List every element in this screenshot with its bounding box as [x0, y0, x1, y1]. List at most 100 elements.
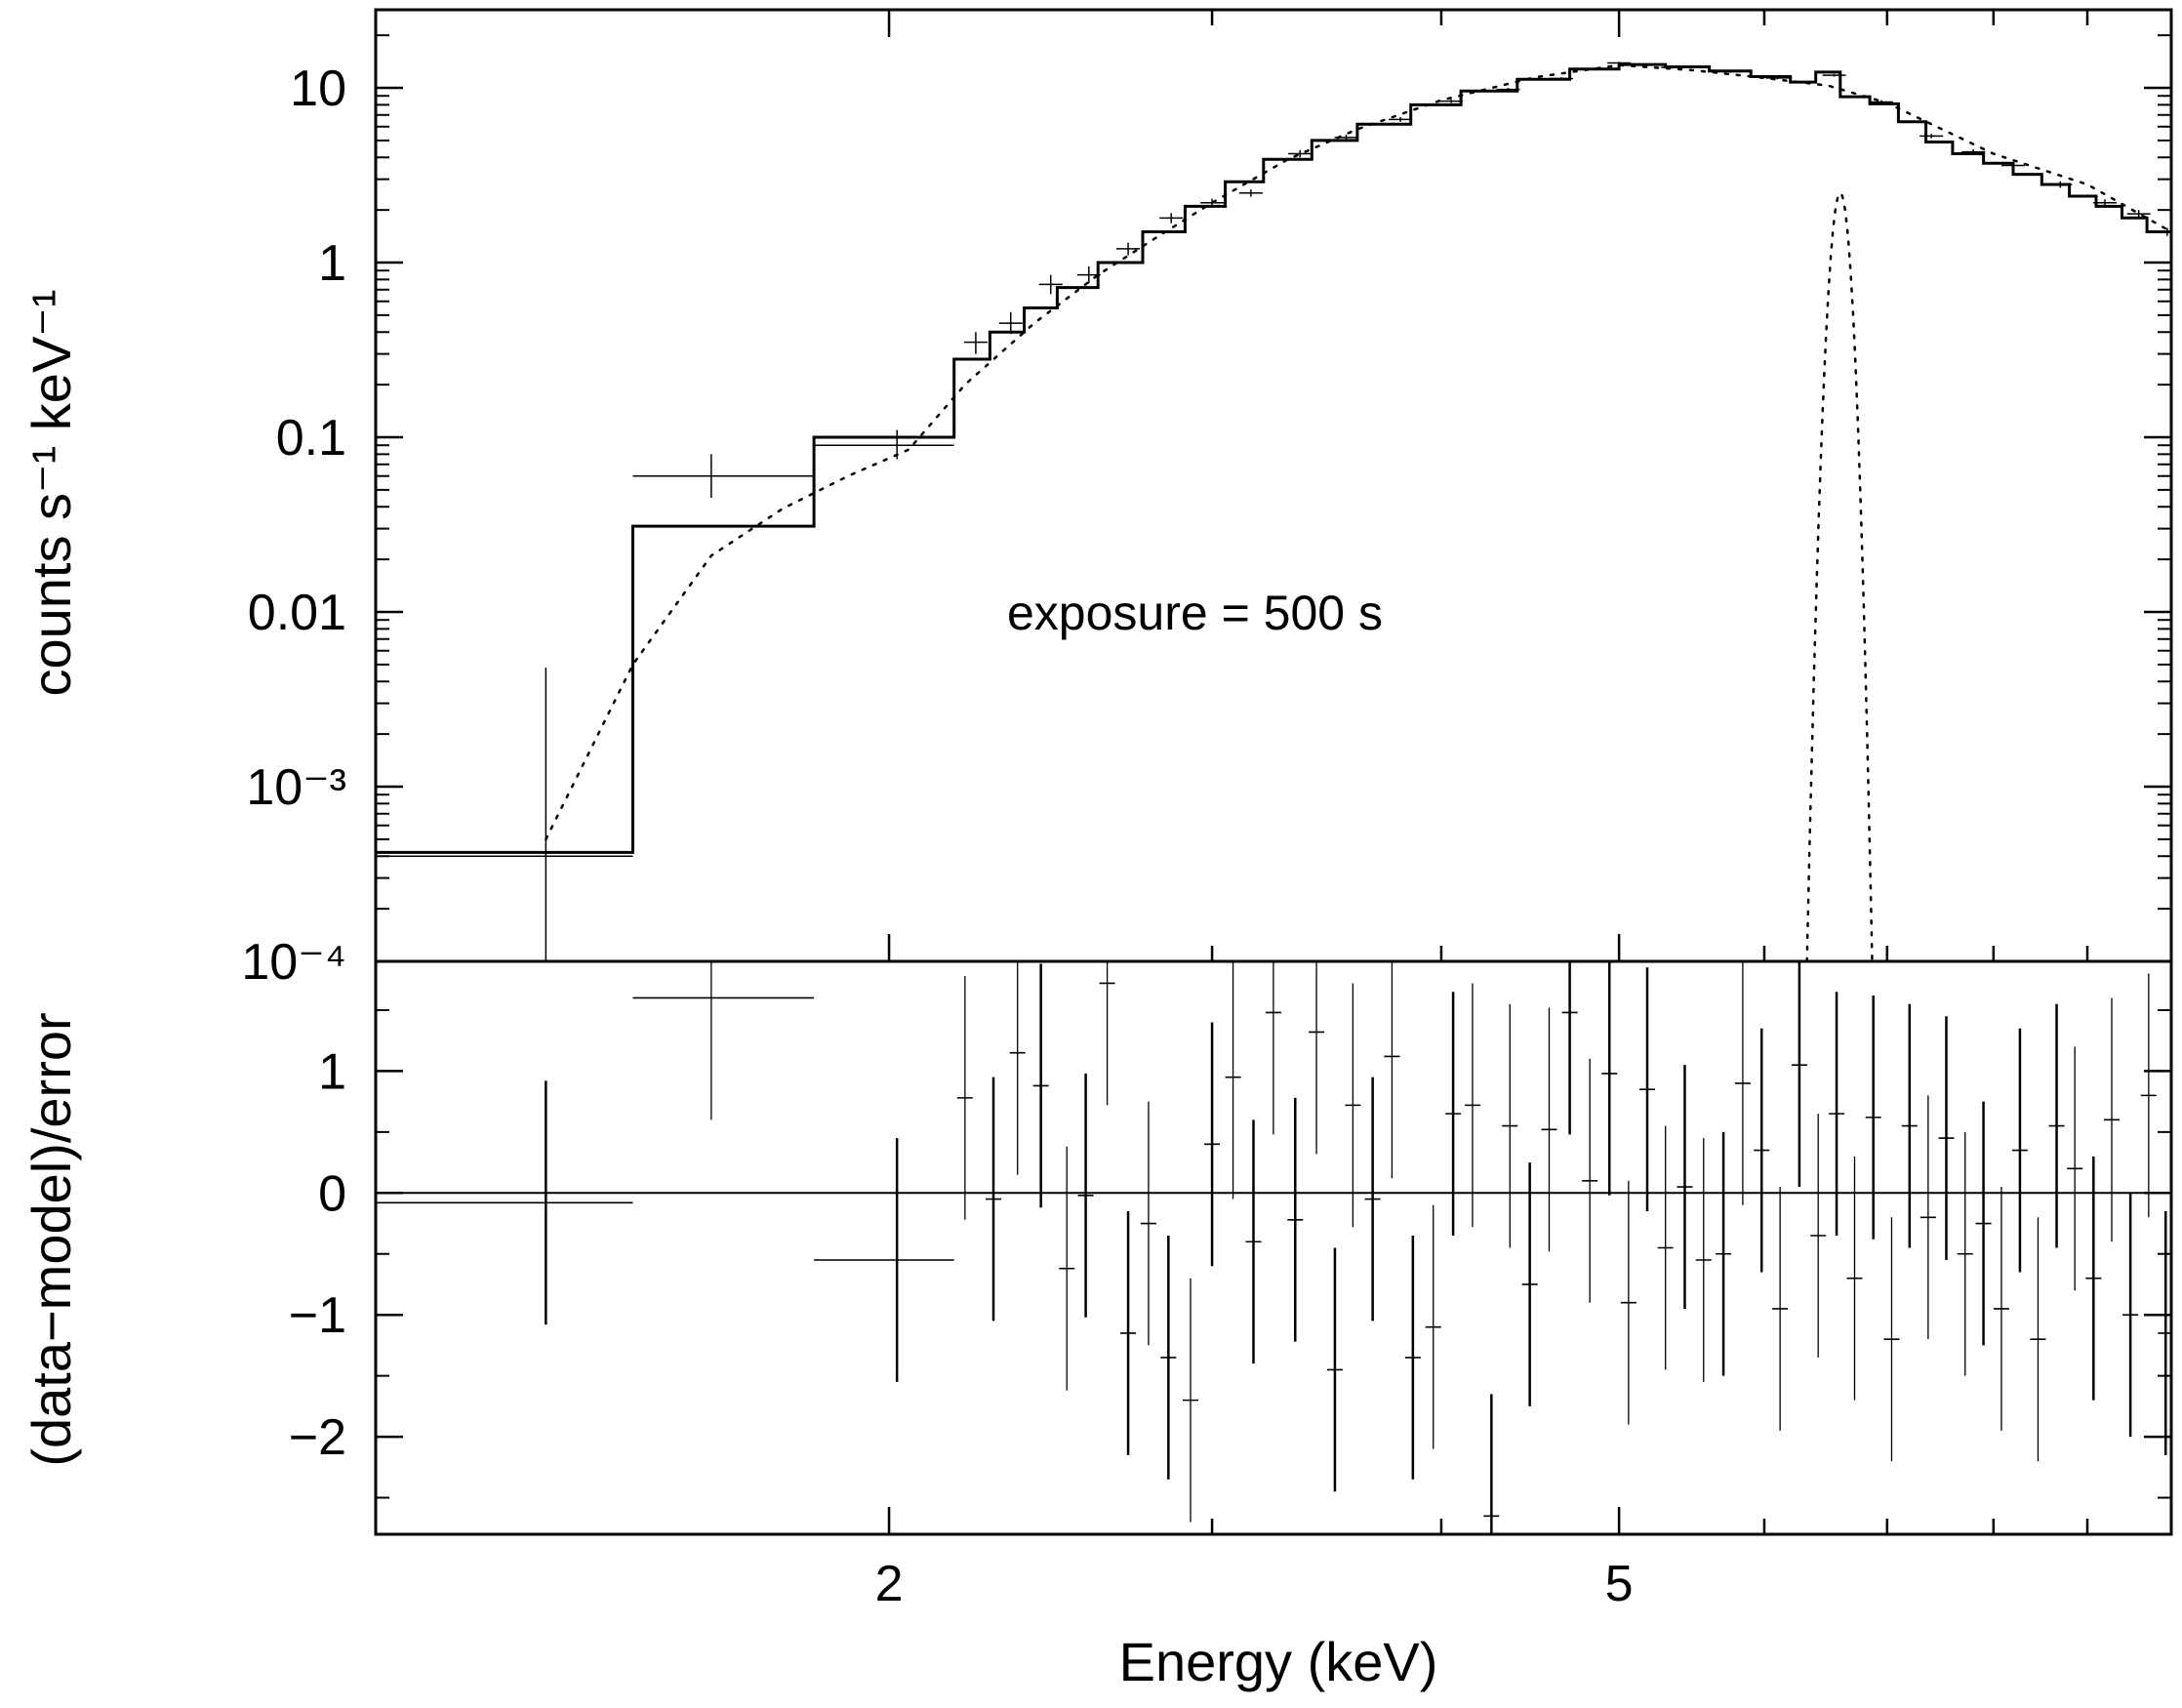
spectrum-data-point [1765, 76, 1790, 80]
residuals-y-axis-label: (data−model)/error [20, 1012, 82, 1466]
residual-point [1638, 967, 1655, 1212]
spectrum-data-point [963, 332, 988, 354]
residual-point [1309, 961, 1325, 1155]
spectrum-y-axis-label: counts s⁻¹ keV⁻¹ [20, 289, 82, 696]
residual-point [1502, 1003, 1518, 1248]
residual-point [1993, 1187, 2009, 1431]
residual-point [2103, 997, 2120, 1242]
spectrum-data-point [1822, 73, 1846, 77]
gaussian-line-dotted [1805, 191, 1874, 961]
residual-point [1464, 983, 1480, 1228]
spectrum-data-point [1076, 266, 1101, 284]
residual-point [2011, 1028, 2028, 1273]
spectrum-data-point [1869, 100, 1893, 104]
residual-point [1404, 1236, 1421, 1480]
spectrum-data-point [1718, 70, 1743, 73]
residuals-panel: 1 0 −1 −2 2 5 [289, 959, 2173, 1612]
spectrum-data-point [998, 311, 1023, 335]
residual-point [1541, 1007, 1557, 1252]
residual-point [1140, 1101, 1156, 1346]
residual-point [1919, 1095, 1936, 1340]
residual-point [2122, 1193, 2139, 1438]
residual-point [986, 1077, 1002, 1322]
spectrum-data-point [2000, 162, 2025, 169]
residual-point [1620, 1180, 1636, 1425]
spectrum-data-point [1661, 65, 1685, 69]
spectrum-data-point [814, 429, 954, 460]
residual-point [1601, 961, 1618, 1196]
residuals-ytick-label: −1 [289, 1287, 346, 1344]
spectrum-ytick-label: 10 [290, 61, 346, 117]
residual-point [1287, 1097, 1304, 1342]
residual-point [2140, 973, 2157, 1218]
residual-point [1183, 1278, 1199, 1523]
spectrum-ytick-label: 0.1 [276, 410, 346, 467]
spectrum-data-point [1439, 99, 1464, 103]
residuals-ytick-label: 0 [318, 1165, 346, 1222]
residual-point [1657, 1125, 1674, 1370]
model-step-line [376, 62, 2171, 854]
spectrum-data-point [1238, 189, 1263, 197]
residual-point [1245, 1119, 1262, 1364]
residuals-frame [374, 959, 2173, 1536]
residual-point [1326, 1247, 1343, 1492]
residual-point [1265, 961, 1281, 1135]
spectrum-data-point [1334, 134, 1358, 141]
residual-point [1846, 1156, 1863, 1401]
residual-point [1225, 961, 1241, 1200]
x-tick-label: 5 [1605, 1556, 1634, 1612]
residual-point [1716, 1131, 1732, 1376]
spectrum-ytick-label: 10⁻⁴ [241, 934, 346, 991]
residual-point [1077, 1073, 1094, 1318]
spectrum-data-point [1116, 242, 1141, 256]
spectrum-data-point [1961, 148, 1986, 155]
spectrum-panel: 10 1 0.1 0.01 10⁻³ 10⁻⁴ [241, 8, 2173, 991]
residual-point [1901, 1003, 1918, 1248]
spectrum-data-point [2092, 199, 2117, 207]
residual-point [2030, 1217, 2046, 1462]
residual-point [1829, 992, 1845, 1237]
residual-point [1204, 1022, 1221, 1267]
residual-point [1364, 1077, 1381, 1322]
spectrum-frame [374, 8, 2173, 963]
residual-point [376, 1080, 633, 1325]
spectrum-ytick-label: 0.01 [248, 585, 346, 641]
residual-point [1791, 961, 1807, 1188]
residual-point [1425, 1204, 1441, 1449]
residual-point [1009, 961, 1026, 1175]
residual-point [1445, 992, 1462, 1237]
spectrum-ytick-label: 1 [318, 235, 346, 292]
spectrum-data-point [1389, 117, 1413, 122]
exposure-annotation: exposure = 500 s [1007, 586, 1383, 640]
residual-point [632, 961, 815, 1120]
residual-point [1695, 1138, 1712, 1382]
residual-point [1754, 1028, 1770, 1273]
spectrum-data-point [1919, 134, 1944, 139]
residual-point [1582, 1058, 1598, 1303]
spectrum-data-point [1288, 149, 1313, 158]
residual-point [956, 975, 973, 1220]
residual-point [1810, 1114, 1827, 1358]
spectrum-data-point [1549, 77, 1573, 80]
residual-point [1975, 1101, 1992, 1346]
residual-point [1521, 1162, 1538, 1406]
residual-point [2048, 1003, 2065, 1248]
residual-point [1957, 1131, 1973, 1376]
x-axis-label: Energy (keV) [1119, 1631, 1438, 1692]
residual-point [1734, 961, 1751, 1205]
residual-point [1483, 1394, 1500, 1534]
residual-point [1160, 1236, 1177, 1480]
residuals-ytick-label: −2 [289, 1409, 346, 1466]
spectrum-data-point [1159, 213, 1184, 224]
residual-point [1059, 1146, 1075, 1391]
x-tick-label: 2 [875, 1556, 904, 1612]
residual-point [1772, 1187, 1789, 1431]
spectrum-data-point [1038, 274, 1063, 295]
spectrum-data-point [1496, 88, 1520, 92]
spectrum-ytick-label: 10⁻³ [246, 759, 346, 816]
spectrum-data-point [2126, 210, 2151, 219]
spectrum-data-point [376, 668, 633, 961]
residual-point [1345, 983, 1361, 1228]
residual-point [2067, 1046, 2083, 1291]
